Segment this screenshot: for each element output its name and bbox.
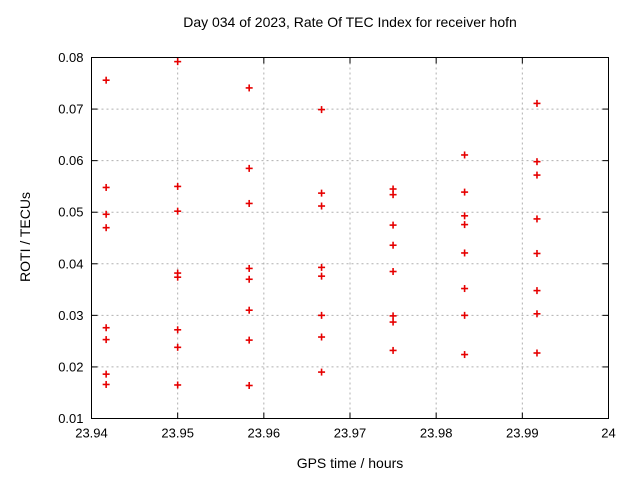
x-tick-label: 24 xyxy=(601,426,615,441)
y-tick-label: 0.04 xyxy=(58,256,83,271)
x-tick-label: 23.96 xyxy=(248,426,281,441)
x-axis-label: GPS time / hours xyxy=(296,455,404,471)
y-tick-label: 0.02 xyxy=(58,359,83,374)
x-tick-label: 23.94 xyxy=(75,426,108,441)
y-axis-label: ROTI / TECUs xyxy=(17,192,33,282)
y-tick-label: 0.05 xyxy=(58,205,83,220)
x-tick-label: 23.95 xyxy=(161,426,194,441)
y-tick-label: 0.06 xyxy=(58,153,83,168)
y-tick-label: 0.01 xyxy=(58,411,83,426)
y-tick-label: 0.08 xyxy=(58,50,83,65)
x-tick-label: 23.99 xyxy=(506,426,539,441)
y-tick-label: 0.07 xyxy=(58,102,83,117)
x-tick-label: 23.98 xyxy=(420,426,453,441)
y-tick-label: 0.03 xyxy=(58,308,83,323)
chart-title: Day 034 of 2023, Rate Of TEC Index for r… xyxy=(183,14,517,30)
x-tick-label: 23.97 xyxy=(334,426,367,441)
